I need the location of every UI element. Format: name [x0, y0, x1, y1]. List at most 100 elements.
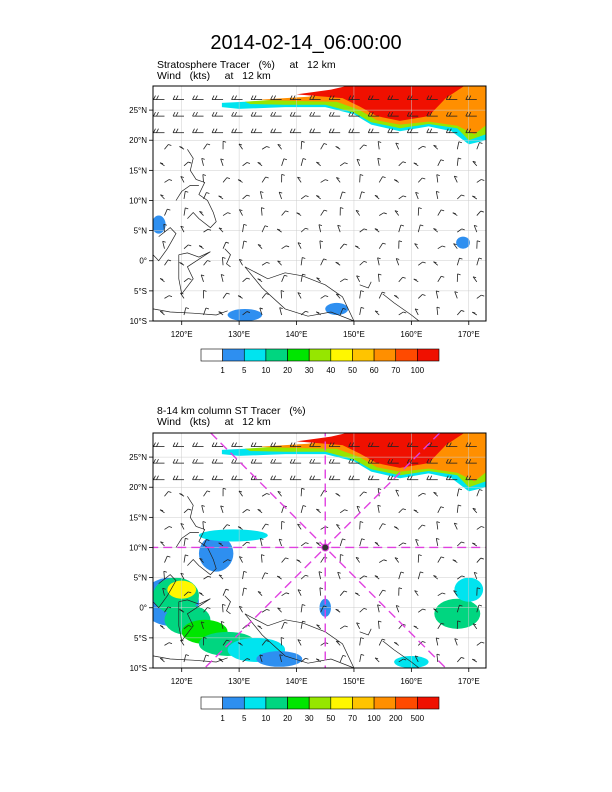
- wind-barb: [319, 240, 324, 249]
- wind-barb: [261, 609, 270, 613]
- wind-barb: [203, 607, 211, 613]
- wind-barb: [300, 310, 309, 316]
- panel1-title-line2: Wind (kts) at 12 km: [157, 70, 271, 82]
- wind-barb: [320, 258, 327, 266]
- wind-barb: [377, 157, 381, 166]
- wind-barb: [222, 603, 226, 613]
- wind-barb: [374, 194, 380, 200]
- wind-barb: [374, 541, 380, 547]
- wind-barb: [218, 311, 224, 316]
- wind-barb: [457, 228, 465, 233]
- wind-barb: [238, 259, 243, 266]
- wind-barb: [377, 604, 381, 613]
- colorbar-label: 70: [348, 714, 357, 723]
- tracer-contour-max: [296, 86, 465, 121]
- wind-barb: [335, 261, 341, 266]
- wind-barb: [192, 458, 204, 464]
- wind-barb: [456, 273, 461, 282]
- wind-barb: [242, 570, 247, 580]
- wind-barb: [281, 274, 288, 282]
- wind-barb: [222, 256, 226, 266]
- wind-barb: [476, 294, 485, 299]
- wind-barb: [465, 442, 477, 447]
- wind-barb: [437, 159, 444, 167]
- wind-barb: [445, 111, 458, 117]
- coastline: [359, 281, 372, 289]
- x-tick-label: 160°E: [400, 330, 422, 339]
- wind-barb: [437, 622, 445, 630]
- coastline: [175, 532, 199, 548]
- wind-barb: [172, 458, 185, 464]
- x-tick-label: 140°E: [286, 330, 308, 339]
- wind-barb: [457, 541, 465, 547]
- wind-barb: [242, 311, 251, 316]
- wind-barb: [242, 541, 250, 547]
- wind-barb: [237, 526, 243, 530]
- wind-barb: [374, 228, 380, 233]
- wind-barb: [297, 242, 302, 249]
- wind-barb: [259, 307, 263, 316]
- wind-barb: [387, 111, 399, 117]
- wind-barb: [437, 245, 446, 250]
- wind-barb: [374, 657, 380, 663]
- wind-barb: [164, 179, 173, 183]
- wind-barb: [238, 606, 243, 613]
- wind-barb: [316, 508, 321, 514]
- wind-barb: [339, 554, 344, 563]
- wind-barb: [328, 111, 341, 117]
- wind-barb: [239, 209, 243, 216]
- wind-barb: [395, 258, 400, 266]
- wind-barb: [413, 625, 419, 630]
- wind-barb: [164, 208, 171, 216]
- wind-barb: [377, 141, 382, 150]
- wind-barb: [417, 177, 426, 183]
- wind-barb: [300, 542, 309, 547]
- wind-barb: [160, 541, 165, 547]
- wind-barb: [465, 95, 477, 100]
- wind-barb: [211, 128, 224, 134]
- wind-barb: [222, 524, 231, 530]
- cross-section-center-marker: [321, 543, 330, 552]
- wind-barb: [281, 174, 285, 183]
- coastline: [359, 628, 372, 636]
- wind-barb: [159, 162, 165, 167]
- wind-barb: [359, 144, 367, 150]
- colorbar-label: 100: [411, 366, 425, 375]
- colorbar-label: 70: [391, 366, 400, 375]
- wind-barb: [472, 507, 478, 514]
- wind-barb: [356, 275, 361, 283]
- wind-barb: [348, 111, 360, 117]
- wind-barb: [339, 538, 346, 547]
- wind-barb: [237, 295, 243, 299]
- wind-barb: [203, 490, 211, 497]
- y-tick-label: 15°N: [129, 166, 147, 175]
- wind-barb: [270, 95, 282, 100]
- wind-barb: [320, 179, 329, 183]
- wind-barb: [445, 475, 458, 481]
- wind-barb: [259, 191, 264, 200]
- tracer-contour-max: [296, 433, 465, 468]
- wind-barb: [231, 111, 243, 117]
- colorbar-label: 50: [326, 714, 335, 723]
- wind-barb: [199, 210, 204, 216]
- wind-barb: [378, 523, 386, 530]
- wind-barb: [237, 179, 243, 183]
- wind-barb: [476, 641, 485, 646]
- wind-barb: [387, 442, 399, 447]
- wind-barb: [454, 291, 458, 299]
- wind-barb: [218, 658, 224, 663]
- wind-barb: [415, 191, 419, 200]
- wind-barb: [465, 128, 477, 134]
- wind-barb: [309, 128, 321, 134]
- wind-barb: [320, 642, 329, 646]
- wind-barb: [300, 505, 307, 513]
- wind-barb: [231, 95, 243, 100]
- wind-barb: [465, 458, 477, 464]
- y-tick-label: 15°N: [129, 513, 147, 522]
- wind-barb: [339, 162, 348, 167]
- wind-barb: [398, 542, 407, 547]
- wind-barb: [211, 458, 224, 464]
- wind-barb: [328, 442, 341, 447]
- wind-barb: [179, 609, 185, 613]
- wind-barb: [394, 295, 399, 299]
